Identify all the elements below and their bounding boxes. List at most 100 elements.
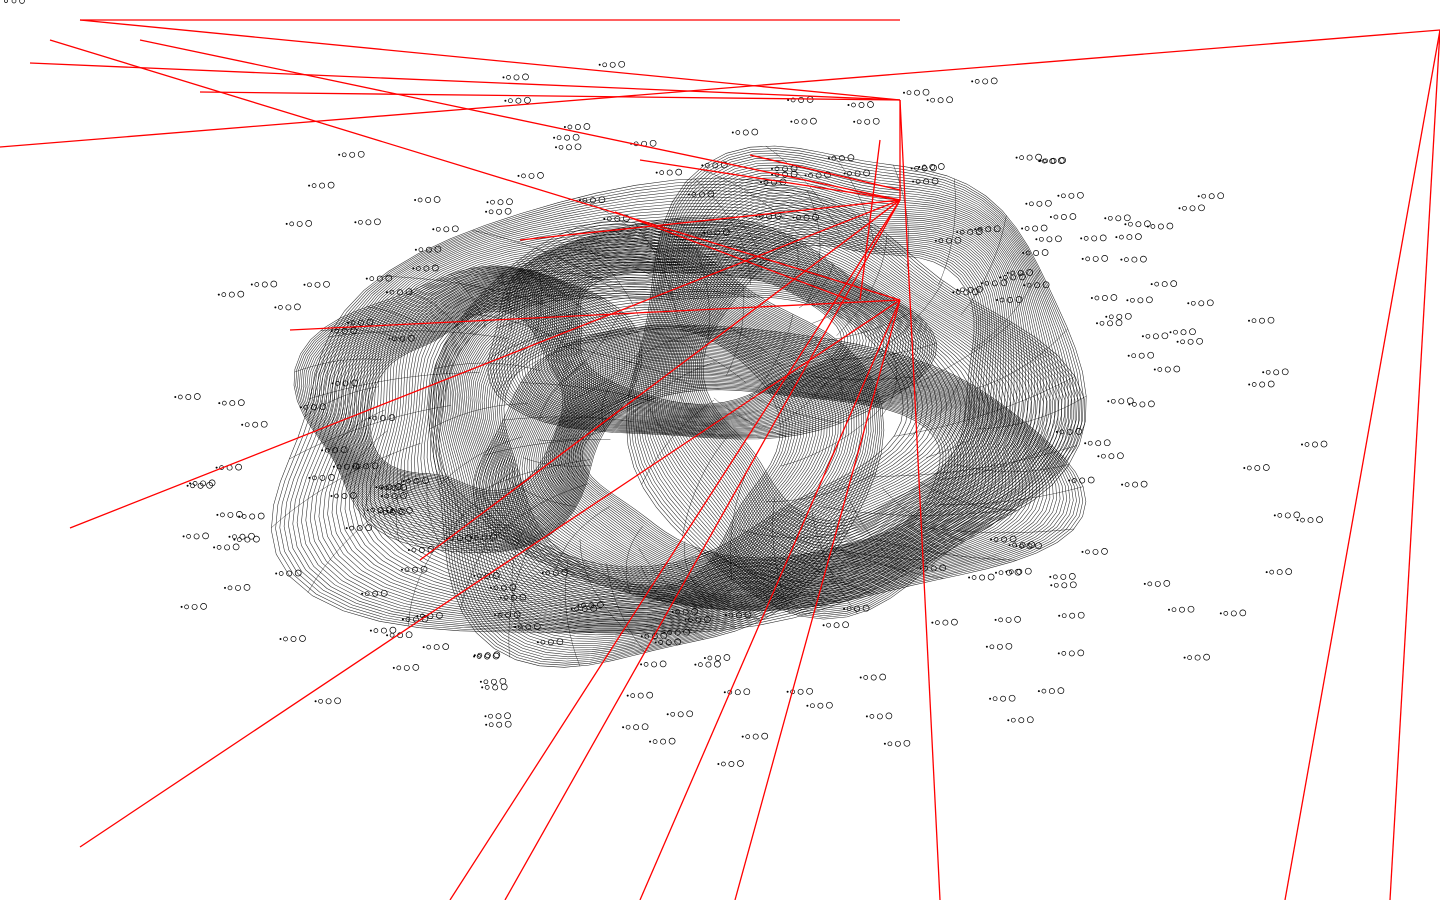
glyph-ring	[492, 684, 499, 691]
mesh-meridian	[561, 346, 695, 388]
glyph-ring	[191, 603, 198, 610]
glyph-dot	[827, 157, 830, 160]
glyph-ring	[349, 151, 356, 158]
mesh-contour	[531, 354, 1017, 590]
glyph-cluster	[4, 0, 25, 4]
glyph-dot	[1168, 608, 1170, 611]
glyph-ring	[433, 644, 440, 651]
mesh-contour	[498, 223, 929, 435]
glyph-ring-large	[1077, 649, 1085, 657]
glyph-dot	[1197, 195, 1200, 198]
glyph-ring-small	[1008, 569, 1014, 575]
mesh-contour	[561, 260, 867, 414]
mesh-blob	[472, 324, 1087, 612]
glyph-dot	[822, 624, 825, 627]
glyph-ring-small	[488, 209, 494, 215]
glyph-ring	[1000, 695, 1007, 702]
mesh-contour	[577, 270, 846, 406]
glyph-dot	[1005, 570, 1008, 573]
glyph-ring-large	[513, 611, 521, 618]
glyph-ring-small	[1101, 453, 1106, 459]
glyph-dot	[717, 763, 720, 765]
mesh-meridian	[320, 329, 405, 341]
glyph-cluster	[338, 150, 365, 158]
mesh-meridian	[781, 387, 886, 402]
glyph-ring-small	[1132, 402, 1137, 407]
mesh-meridian	[919, 526, 1075, 533]
glyph-ring	[1050, 157, 1057, 164]
glyph-dot	[1141, 335, 1144, 338]
glyph-cluster	[1058, 611, 1085, 619]
glyph-ring	[797, 688, 804, 695]
glyph-ring-large	[193, 393, 201, 400]
glyph-ring	[1091, 235, 1098, 242]
glyph-cluster	[731, 128, 759, 136]
glyph-ring-large	[237, 399, 245, 406]
glyph-ring-large	[1262, 464, 1270, 471]
glyph-dot	[853, 120, 856, 123]
glyph-ring	[490, 678, 497, 685]
mesh-layer	[271, 145, 1087, 668]
glyph-ring-large	[433, 196, 441, 203]
mesh-meridian	[975, 328, 1068, 389]
mesh-contour	[491, 332, 1067, 606]
mesh-meridian	[508, 543, 532, 658]
glyph-ring-small	[1187, 655, 1192, 660]
glyph-ring	[443, 226, 450, 233]
glyph-ring-large	[1014, 616, 1021, 623]
glyph-cluster	[563, 123, 591, 130]
glyph-cluster	[1039, 156, 1066, 164]
glyph-ring-large	[253, 535, 260, 543]
glyph-cluster	[213, 543, 240, 551]
glyph-ring-large	[1059, 156, 1066, 164]
glyph-dot	[731, 131, 734, 134]
glyph-ring-small	[416, 266, 421, 271]
glyph-dot	[1035, 238, 1038, 241]
glyph-ring-large	[937, 163, 945, 170]
glyph-cluster	[1097, 452, 1124, 460]
mesh-meridian	[367, 306, 435, 334]
glyph-ring	[356, 525, 363, 532]
glyph-ring-large	[365, 524, 373, 531]
glyph-dot	[994, 618, 997, 621]
glyph-cluster	[369, 626, 397, 634]
glyph-dot	[985, 645, 988, 648]
glyph-ring	[1189, 205, 1196, 212]
glyph-cluster	[1124, 220, 1151, 228]
glyph-dot	[1124, 223, 1127, 226]
glyph-ring-large	[1115, 319, 1123, 327]
mesh-meridian	[271, 442, 421, 528]
glyph-cluster	[414, 196, 441, 203]
mesh-meridian	[502, 295, 602, 300]
glyph-dot	[182, 535, 185, 538]
glyph-ring-large	[208, 479, 216, 487]
glyph-cluster	[1081, 255, 1109, 262]
glyph-ring-large	[1239, 609, 1247, 617]
glyph-ring	[1139, 401, 1146, 408]
glyph-ring	[914, 89, 920, 96]
glyph-ring-small	[488, 713, 493, 719]
glyph-ring-small	[998, 617, 1003, 623]
mesh-contour	[334, 286, 595, 522]
glyph-ring-large	[1196, 337, 1203, 345]
glyph-ring	[1016, 568, 1023, 575]
glyph-ring-small	[244, 422, 250, 428]
glyph-ring-large	[243, 584, 251, 591]
mesh-contour	[503, 328, 781, 587]
glyph-ring	[1161, 281, 1168, 288]
mesh-meridian	[670, 218, 724, 270]
mesh-contour	[345, 292, 584, 513]
glyph-ring-large	[922, 88, 930, 96]
red-ray	[139, 39, 901, 201]
glyph-ring	[996, 643, 1003, 650]
glyph-ring	[979, 574, 986, 581]
glyph-cluster	[994, 616, 1021, 623]
glyph-ring	[1060, 214, 1067, 220]
glyph-ring	[1060, 573, 1067, 580]
glyph-ring	[705, 661, 712, 668]
glyph-ring-small	[1251, 318, 1257, 324]
mesh-contour	[488, 331, 1071, 607]
glyph-ring	[513, 74, 520, 81]
glyph-cluster	[1127, 351, 1155, 359]
glyph-ring-small	[186, 534, 191, 539]
